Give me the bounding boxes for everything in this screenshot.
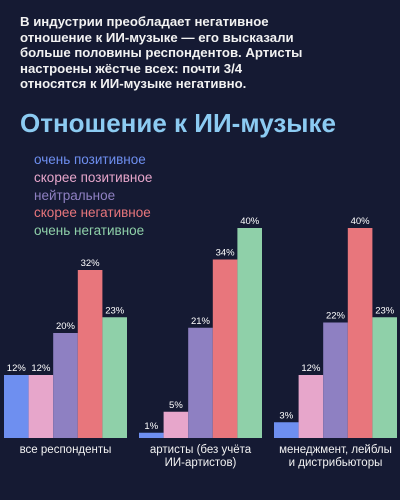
- value-label: 1%: [144, 421, 158, 432]
- bar: [323, 322, 348, 438]
- bar: [212, 259, 238, 438]
- value-label: 3%: [279, 410, 293, 421]
- bar: [28, 375, 54, 438]
- legend-entry: нейтральное: [34, 187, 116, 203]
- value-label: 34%: [216, 248, 236, 259]
- bar: [102, 317, 127, 438]
- value-label: 22%: [326, 311, 346, 322]
- x-tick-label: менеджмент, лейблы и дистрибьюторы: [279, 444, 392, 469]
- legend: очень позитивное скорее позитивное нейтрал…: [34, 151, 152, 240]
- bar: [188, 327, 213, 438]
- value-label: 40%: [351, 216, 371, 227]
- value-label: 5%: [169, 400, 183, 411]
- bar: [4, 375, 29, 438]
- x-tick-label: артисты (без учёта ИИ-артистов): [149, 444, 252, 469]
- legend-entry: очень негативное: [34, 223, 145, 239]
- x-tick-label: все респонденты: [19, 444, 112, 456]
- value-label: 23%: [105, 305, 125, 316]
- bar: [372, 317, 397, 438]
- value-label: 12%: [7, 363, 27, 374]
- bar: [237, 228, 262, 438]
- bar: [139, 432, 164, 438]
- bar: [77, 270, 103, 438]
- bar: [53, 333, 78, 438]
- value-label: 12%: [31, 363, 51, 374]
- value-label: 32%: [81, 258, 101, 269]
- value-label: 21%: [191, 316, 211, 327]
- chart-title: Отношение к ИИ-музыке: [20, 108, 336, 138]
- legend-entry: скорее позитивное: [34, 169, 153, 185]
- bar: [298, 375, 324, 438]
- value-label: 12%: [301, 363, 321, 374]
- bar: [163, 411, 189, 438]
- value-label: 40%: [240, 216, 260, 227]
- legend-entry: скорее негативное: [34, 205, 151, 221]
- value-label: 20%: [56, 321, 76, 332]
- value-label: 23%: [375, 305, 395, 316]
- bar: [274, 422, 299, 438]
- bar: [347, 228, 373, 438]
- intro-text: В индустрии преобладает негативное отнош…: [20, 14, 303, 91]
- legend-entry: очень позитивное: [34, 152, 146, 167]
